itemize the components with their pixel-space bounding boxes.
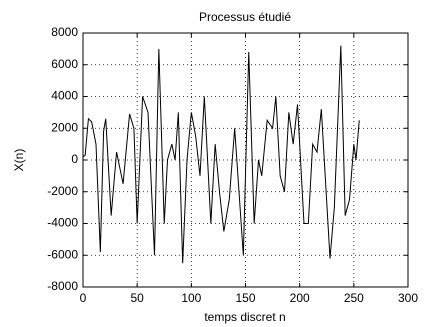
x-tick-label: 150 — [235, 291, 255, 305]
x-axis-label: temps discret n — [204, 310, 285, 324]
x-tick-label: 200 — [290, 291, 310, 305]
y-tick-label: 4000 — [51, 89, 78, 103]
x-tick-label: 250 — [344, 291, 364, 305]
y-tick-label: -2000 — [47, 184, 78, 198]
y-tick-label: 8000 — [51, 25, 78, 39]
y-tick-label: -6000 — [47, 247, 78, 261]
x-tick-label: 50 — [130, 291, 144, 305]
x-tick-label: 0 — [80, 291, 87, 305]
y-tick-label: -4000 — [47, 216, 78, 230]
y-axis-label: X(n) — [12, 149, 26, 172]
chart-title: Processus étudié — [199, 10, 291, 24]
data-line — [82, 45, 360, 264]
y-tick-label: 6000 — [51, 57, 78, 71]
x-tick-label: 100 — [181, 291, 201, 305]
y-tick-label: 2000 — [51, 120, 78, 134]
y-tick-label: 0 — [71, 152, 78, 166]
y-tick-label: -8000 — [47, 279, 78, 293]
x-tick-label: 300 — [398, 291, 418, 305]
